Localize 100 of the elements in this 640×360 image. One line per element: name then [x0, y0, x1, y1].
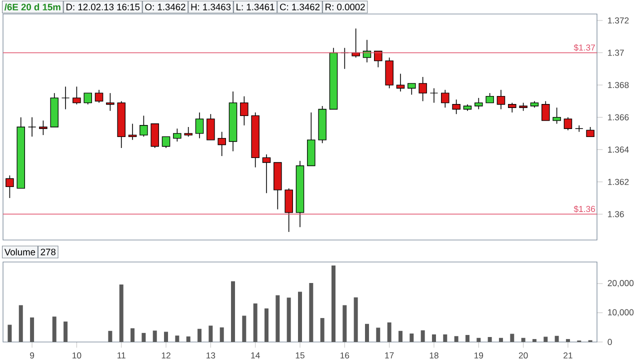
- bar: [142, 332, 146, 342]
- bar: [231, 281, 236, 342]
- bar: [410, 334, 414, 342]
- x-tick-label: 16: [340, 352, 350, 359]
- candlestick: [418, 76, 427, 102]
- candlestick: [284, 188, 293, 232]
- candlestick: [496, 89, 506, 110]
- text: H: 1.3463: [191, 4, 231, 10]
- candlestick: [542, 100, 550, 121]
- bar: [175, 336, 180, 342]
- candlestick: [408, 83, 416, 96]
- candlestick: [140, 115, 148, 138]
- bar: [443, 334, 448, 342]
- bar: [465, 334, 470, 342]
- bar: [398, 330, 402, 342]
- bar: [454, 336, 458, 342]
- candlestick: [575, 124, 584, 132]
- candlestick: [352, 28, 360, 58]
- bar: [521, 338, 526, 342]
- bar: [186, 336, 190, 342]
- candlestick: [218, 131, 226, 156]
- ref-line-label: $1.37: [574, 44, 595, 52]
- bar: [298, 292, 302, 342]
- y-tick-label: 1.372: [608, 17, 629, 24]
- y-tick-label: 0: [608, 338, 612, 346]
- bar: [554, 336, 559, 342]
- candlestick: [586, 126, 594, 138]
- bar: [420, 330, 425, 342]
- candlestick: [6, 175, 14, 198]
- candlestick: [262, 154, 271, 194]
- x-tick-label: 12: [162, 352, 170, 358]
- bar: [119, 284, 124, 342]
- x-tick-label: 13: [206, 352, 216, 359]
- candlestick: [106, 92, 114, 112]
- text: O: 1.3462: [145, 4, 186, 10]
- bar: [476, 338, 481, 342]
- candlestick: [128, 123, 137, 140]
- bar: [309, 283, 314, 342]
- y-tick-label: 10,000: [608, 309, 634, 316]
- bar: [432, 334, 436, 342]
- bar: [30, 317, 34, 342]
- y-tick-label: 1.36: [608, 211, 624, 218]
- y-tick-label: 1.37: [608, 50, 624, 56]
- candlestick: [552, 107, 561, 124]
- bar: [220, 327, 224, 342]
- candlestick: [61, 86, 70, 110]
- text: D: 12.02.13 16:15: [66, 4, 140, 10]
- x-tick-label: 11: [118, 352, 126, 358]
- candlestick: [240, 96, 248, 126]
- bar: [532, 339, 536, 342]
- bar: [342, 305, 347, 342]
- bar: [331, 265, 336, 342]
- bar: [376, 328, 380, 342]
- candlestick: [486, 92, 494, 104]
- bar: [320, 318, 324, 342]
- text: C: 1.3462: [280, 4, 320, 10]
- candlestick: [84, 92, 92, 105]
- candlestick: [94, 89, 104, 104]
- bar: [208, 326, 213, 342]
- bar: [64, 322, 68, 342]
- y-tick-label: 1.364: [608, 146, 629, 153]
- bar: [276, 295, 280, 342]
- candlestick: [28, 116, 36, 138]
- ref-line-label: $1.36: [574, 206, 596, 213]
- y-tick-label: 1.362: [608, 178, 629, 185]
- y-tick-label: 1.366: [608, 114, 629, 120]
- bar: [544, 336, 548, 342]
- bar: [198, 328, 202, 342]
- candlestick: [564, 116, 572, 131]
- candlestick: [39, 120, 48, 136]
- bar: [364, 324, 369, 342]
- bar: [253, 303, 258, 342]
- text: L: 1.3461: [236, 4, 274, 10]
- y-tick-label: 1.368: [608, 82, 629, 88]
- bar: [130, 328, 135, 342]
- candlestick: [162, 136, 170, 148]
- y-tick-label: 20,000: [608, 280, 634, 288]
- candlestick: [195, 112, 204, 139]
- x-tick-label: 10: [72, 352, 82, 359]
- bar: [286, 298, 291, 342]
- candlestick: [374, 50, 382, 68]
- bar: [52, 316, 56, 342]
- x-tick-label: 20: [518, 352, 528, 359]
- x-tick-label: 15: [296, 352, 304, 358]
- bar: [8, 324, 12, 342]
- candlestick: [441, 89, 450, 108]
- text: 278: [40, 248, 56, 256]
- candlestick: [474, 98, 483, 110]
- bar: [488, 337, 492, 342]
- candlestick: [72, 86, 81, 105]
- bar: [152, 330, 157, 342]
- candlestick: [150, 123, 159, 148]
- bar: [242, 316, 246, 342]
- x-tick-label: 17: [385, 352, 394, 358]
- x-tick-label: 9: [30, 352, 34, 359]
- chart-title: /6E 20 d 15m: [4, 4, 60, 10]
- x-tick-label: 21: [564, 352, 572, 358]
- text: R: 0.0002: [326, 4, 365, 10]
- candlestick: [206, 114, 215, 140]
- candlestick: [430, 88, 438, 104]
